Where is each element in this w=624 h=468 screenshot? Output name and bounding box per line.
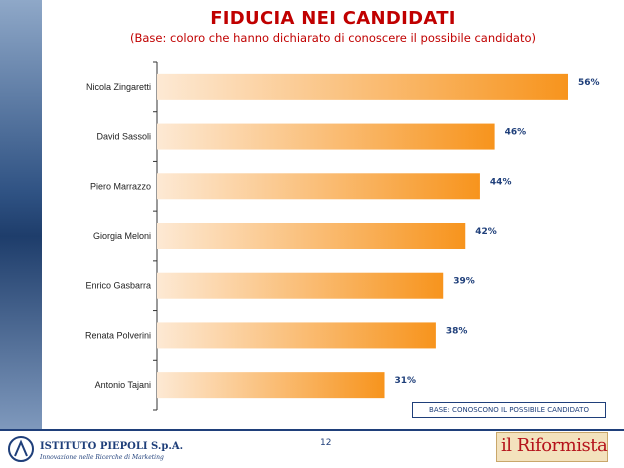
category-label: Enrico Gasbarra [85,281,151,291]
category-label: Renata Polverini [85,330,151,340]
piepoli-emblem-icon [8,436,34,462]
value-label: 56% [578,78,600,88]
bar-3 [157,223,466,249]
logo-right-text: il Riformista [501,435,608,456]
bar-6 [157,372,385,399]
bar-4 [157,272,444,299]
logo-left-tagline: Innovazione nelle Ricerche di Marketing [40,454,164,461]
base-note: BASE: CONOSCONO IL POSSIBILE CANDIDATO [412,402,606,418]
bar-2 [157,173,480,200]
logo-left-name: ISTITUTO PIEPOLI S.p.A. [40,441,184,452]
value-label: 38% [446,326,468,336]
page-number: 12 [320,438,332,448]
istituto-piepoli-logo: ISTITUTO PIEPOLI S.p.A. Innovazione nell… [6,432,186,466]
value-label: 42% [475,227,497,237]
bar-1 [157,123,495,150]
value-label: 31% [395,376,417,386]
bar-0 [157,73,568,100]
category-label: Nicola Zingaretti [86,82,151,92]
category-label: Piero Marrazzo [90,181,151,191]
sidebar-decoration [0,0,42,430]
value-label: 46% [505,128,527,138]
il-riformista-logo: il Riformista [496,432,608,462]
category-label: Giorgia Meloni [93,231,151,241]
footer-divider [0,429,624,431]
category-label: David Sassoli [96,132,151,142]
value-label: 39% [453,277,475,287]
chart-title: FIDUCIA NEI CANDIDATI [210,8,456,29]
value-label: 44% [490,177,512,187]
chart-subtitle: (Base: coloro che hanno dichiarato di co… [130,31,536,45]
bar-5 [157,322,436,349]
category-label: Antonio Tajani [95,380,151,390]
